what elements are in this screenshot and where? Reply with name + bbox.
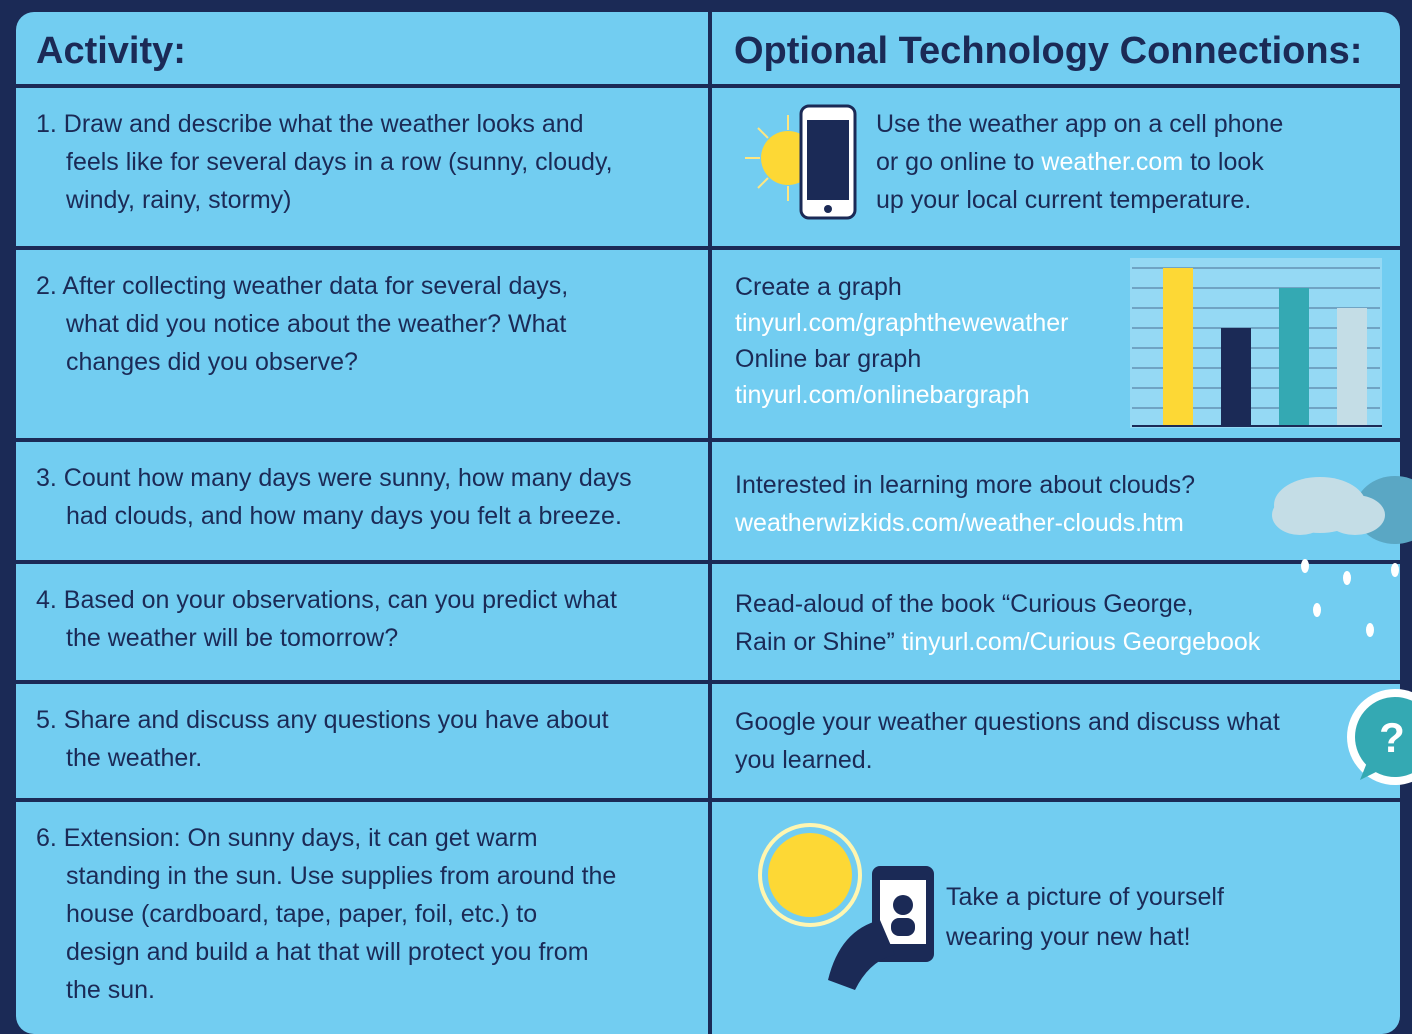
activity-line: standing in the sun. Use supplies from a…	[66, 862, 617, 890]
link-text: tinyurl.com/Curious Georgebook	[901, 628, 1261, 656]
activity-cell	[16, 88, 708, 246]
text: to look	[1183, 148, 1264, 176]
technology-cell	[712, 564, 1400, 680]
activity-line: the weather.	[66, 744, 203, 772]
technology-cell	[712, 684, 1400, 798]
technology-line: Create a graph	[735, 268, 902, 306]
rain-cloud-icon	[1272, 476, 1412, 637]
technology-line: Google your weather questions and discus…	[735, 703, 1280, 741]
header-activity: Activity:	[36, 30, 186, 72]
activity-line: 5. Share and discuss any questions you h…	[36, 706, 609, 734]
technology-line: Take a picture of yourself	[946, 878, 1224, 916]
bar-graph-icon	[1130, 258, 1382, 428]
text: Interested in learning more about clouds…	[735, 471, 1196, 499]
activity-line: 6. Extension: On sunny days, it can get …	[36, 824, 538, 852]
text: Create a graph	[735, 273, 902, 301]
activity-cell	[16, 564, 708, 680]
activity-cell	[16, 802, 708, 1034]
text: Use the weather app on a cell phone	[876, 110, 1284, 138]
technology-line: weatherwizkids.com/weather-clouds.htm	[735, 504, 1184, 542]
svg-text:?: ?	[1379, 714, 1405, 761]
activity-line: changes did you observe?	[66, 348, 358, 376]
selfie-icon	[758, 823, 934, 990]
link-text: tinyurl.com/graphthewewather	[735, 309, 1069, 337]
question-bubble-icon: ?	[1347, 689, 1412, 785]
header-technology: Optional Technology Connections:	[734, 30, 1363, 72]
activity-line: design and build a hat that will protect…	[66, 938, 589, 966]
technology-line: Rain or Shine” tinyurl.com/Curious Georg…	[735, 623, 1260, 661]
text: up your local current temperature.	[876, 186, 1252, 214]
activity-line: windy, rainy, stormy)	[66, 186, 292, 214]
technology-line: up your local current temperature.	[876, 181, 1251, 219]
technology-line: Read-aloud of the book “Curious George,	[735, 585, 1194, 623]
text: Rain or Shine”	[735, 628, 902, 656]
technology-line: Use the weather app on a cell phone	[876, 105, 1283, 143]
text: Read-aloud of the book “Curious George,	[735, 590, 1194, 618]
link-text: weather.com	[1041, 148, 1184, 176]
header-cell	[16, 12, 708, 84]
activity-line: 3. Count how many days were sunny, how m…	[36, 464, 632, 492]
activity-line: what did you notice about the weather? W…	[66, 310, 567, 338]
activity-cell	[16, 442, 708, 560]
activity-line: had clouds, and how many days you felt a…	[66, 502, 622, 530]
activity-line: feels like for several days in a row (su…	[66, 148, 613, 176]
technology-line: Interested in learning more about clouds…	[735, 466, 1195, 504]
text: Online bar graph	[735, 345, 922, 373]
text: or go online to	[876, 148, 1042, 176]
technology-line: tinyurl.com/onlinebargraph	[735, 376, 1030, 414]
activity-cell	[16, 684, 708, 798]
sun-phone-icon	[745, 104, 857, 220]
text: Take a picture of yourself	[946, 883, 1224, 911]
technology-line: tinyurl.com/graphthewewather	[735, 304, 1069, 342]
activity-line: 2. After collecting weather data for sev…	[36, 272, 569, 300]
activity-cell	[16, 250, 708, 438]
header-cell	[712, 12, 1400, 84]
technology-line: you learned.	[735, 741, 873, 779]
link-text: weatherwizkids.com/weather-clouds.htm	[735, 509, 1184, 537]
text: you learned.	[735, 746, 873, 774]
technology-line: wearing your new hat!	[946, 918, 1191, 956]
activity-line: the sun.	[66, 976, 155, 1004]
activity-line: the weather will be tomorrow?	[66, 624, 399, 652]
activity-line: 1. Draw and describe what the weather lo…	[36, 110, 584, 138]
activity-line: 4. Based on your observations, can you p…	[36, 586, 617, 614]
text: wearing your new hat!	[946, 923, 1191, 951]
link-text: tinyurl.com/onlinebargraph	[735, 381, 1030, 409]
technology-line: Online bar graph	[735, 340, 921, 378]
technology-line: or go online to weather.com to look	[876, 143, 1264, 181]
text: Google your weather questions and discus…	[735, 708, 1280, 736]
activity-line: house (cardboard, tape, paper, foil, etc…	[66, 900, 538, 928]
